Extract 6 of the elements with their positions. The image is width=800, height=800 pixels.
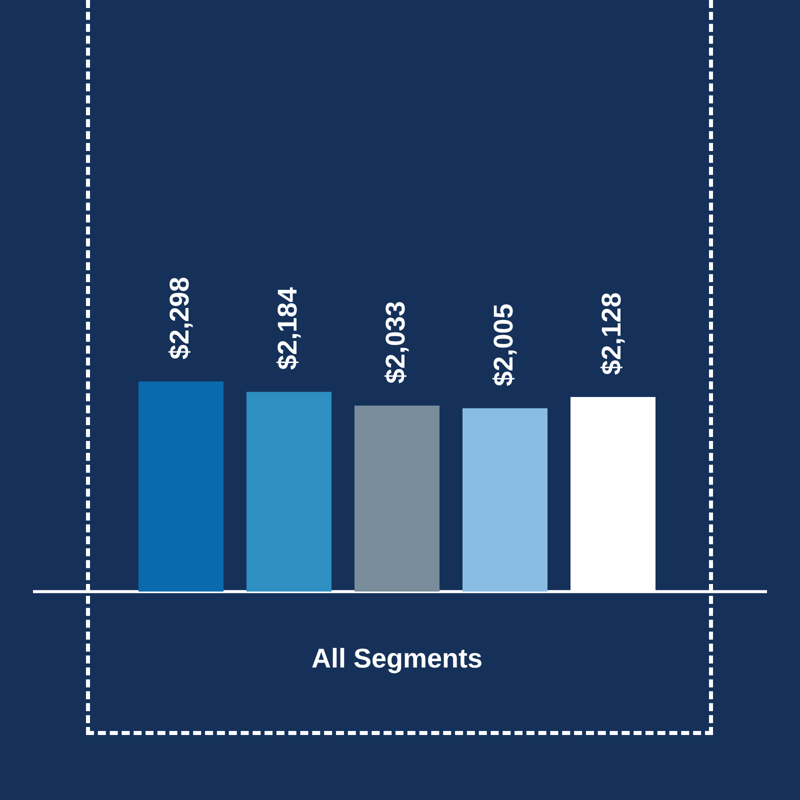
x-axis-title: All Segments (311, 643, 483, 674)
data-label: $2,128 (596, 292, 626, 375)
data-label: $2,005 (488, 304, 518, 386)
data-label: $2,033 (380, 301, 410, 384)
data-label: $2,184 (272, 287, 302, 370)
data-label: $2,298 (164, 276, 194, 360)
